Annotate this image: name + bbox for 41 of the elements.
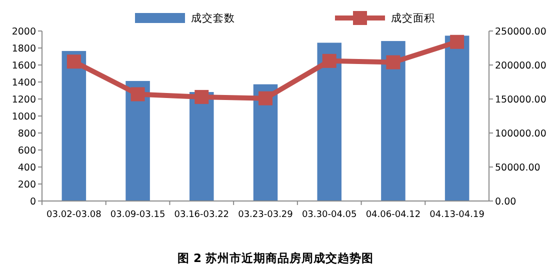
point <box>130 87 145 102</box>
point <box>194 90 209 104</box>
x-tick-label: 03.30-04.05 <box>302 210 357 220</box>
x-tick-label: 04.06-04.12 <box>366 210 421 220</box>
y-tick-label: 0 <box>30 196 36 208</box>
y2-tick-label: 250000.00 <box>495 26 546 38</box>
x-tick-label: 04.13-04.19 <box>430 210 485 220</box>
legend-label: 成交面积 <box>391 12 435 25</box>
x-tick-label: 03.23-03.29 <box>238 210 294 220</box>
y-tick-label: 800 <box>18 128 36 140</box>
point <box>258 91 272 106</box>
y-tick-label: 1400 <box>12 77 36 88</box>
bar <box>444 36 470 201</box>
y2-tick-label: 150000.00 <box>495 94 546 106</box>
bar <box>317 42 342 201</box>
bar <box>190 92 214 201</box>
y-tick-label: 200 <box>18 179 36 190</box>
y2-tick-label: 100000.00 <box>495 128 546 140</box>
y-tick-label: 400 <box>18 162 36 174</box>
bar <box>381 41 406 201</box>
y-tick-label: 1800 <box>12 43 36 54</box>
y-tick-label: 1200 <box>12 94 36 106</box>
bar <box>126 80 150 201</box>
bar <box>253 84 278 201</box>
y-tick-label: 600 <box>18 145 36 156</box>
y-tick-label: 2000 <box>12 26 36 38</box>
y2-tick-label: 50000.00 <box>495 162 540 174</box>
bar <box>62 50 86 201</box>
text: 图 2 苏州市近期商品房周成交趋势图 <box>177 251 374 265</box>
x-tick-label: 03.09-03.15 <box>110 210 166 220</box>
point <box>450 34 464 49</box>
legend-label: 成交套数 <box>191 12 235 25</box>
y-tick-label: 1000 <box>12 111 36 122</box>
y-tick-label: 1600 <box>12 60 36 72</box>
x-tick-label: 03.02-03.08 <box>46 210 102 220</box>
y2-tick-label: 0.00 <box>495 196 516 208</box>
point <box>386 55 400 70</box>
point <box>322 54 336 68</box>
y2-tick-label: 200000.00 <box>495 60 546 72</box>
x-tick-label: 03.16-03.22 <box>174 210 230 220</box>
point <box>66 54 81 69</box>
